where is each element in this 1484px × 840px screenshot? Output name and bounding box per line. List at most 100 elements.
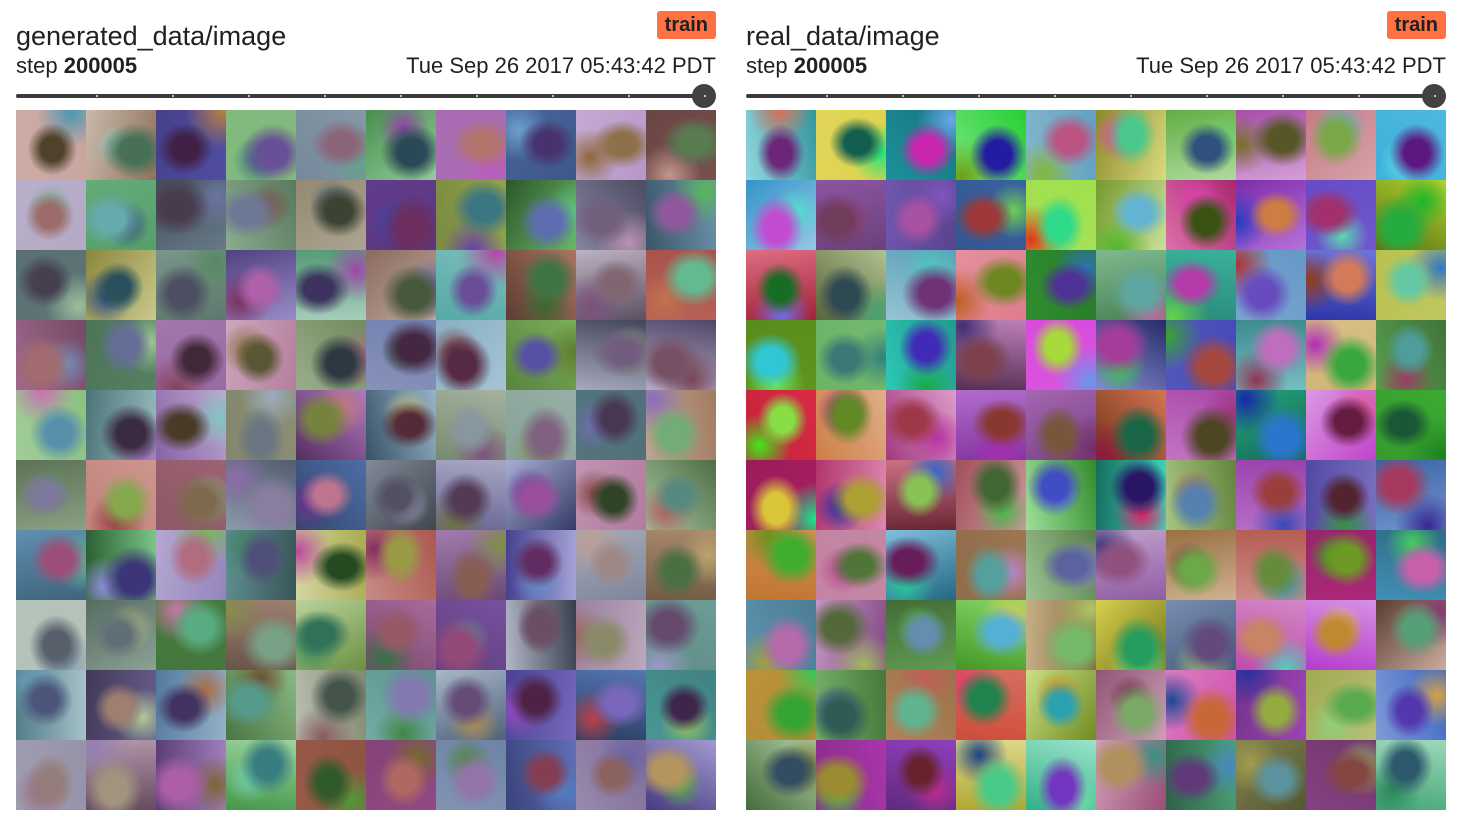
image-tile [1376,250,1446,320]
image-tile [816,740,886,810]
image-tile [506,110,576,180]
image-tile [1166,460,1236,530]
slider-tick [400,95,402,97]
image-tile [156,460,226,530]
image-tile [156,320,226,390]
image-tile [886,110,956,180]
image-tile [816,670,886,740]
image-tile [956,320,1026,390]
image-tile [1236,110,1306,180]
image-tile [746,740,816,810]
image-tile [1376,180,1446,250]
image-tile [646,670,716,740]
image-tile [1236,740,1306,810]
image-tile [1166,250,1236,320]
image-tile [1096,390,1166,460]
image-tile [296,460,366,530]
image-tile [16,670,86,740]
image-tile [646,530,716,600]
image-tile [296,600,366,670]
image-tile [886,460,956,530]
image-tile [156,670,226,740]
image-tile [16,180,86,250]
image-tile [1306,250,1376,320]
image-tile [506,320,576,390]
image-tile [886,740,956,810]
image-tile [1376,740,1446,810]
image-tile [746,600,816,670]
card-header: real_data/image train step 200005 Tue Se… [746,0,1446,84]
image-tile [1026,460,1096,530]
slider-tick [978,95,980,97]
image-tile [226,250,296,320]
image-tile [576,110,646,180]
image-tile [886,320,956,390]
slider-tick [1206,95,1208,97]
image-tile [576,600,646,670]
image-tile [296,530,366,600]
image-tile [1306,180,1376,250]
slider-tick [1282,95,1284,97]
image-tile [436,250,506,320]
image-tile [16,740,86,810]
image-tile [646,460,716,530]
image-tile [1166,110,1236,180]
image-tile [816,460,886,530]
image-tile [296,180,366,250]
image-tile [576,460,646,530]
step-slider[interactable] [746,84,1446,108]
image-tile [436,460,506,530]
image-tile [366,670,436,740]
image-tile [16,110,86,180]
image-tile [366,110,436,180]
image-tile [956,670,1026,740]
image-tile [86,320,156,390]
image-tile [436,670,506,740]
real-image-grid [746,110,1446,810]
image-tile [816,110,886,180]
image-tile [296,390,366,460]
image-tile [86,530,156,600]
image-tile [886,600,956,670]
slider-tick [324,95,326,97]
image-tile [956,600,1026,670]
image-tile [1376,320,1446,390]
image-tile [436,530,506,600]
image-tile [646,600,716,670]
image-tile [746,180,816,250]
image-tile [1376,390,1446,460]
image-tile [156,180,226,250]
image-tile [886,390,956,460]
image-tile [506,460,576,530]
image-tile [436,390,506,460]
image-tile [506,180,576,250]
slider-tick [902,95,904,97]
image-tile [956,390,1026,460]
image-tile [576,740,646,810]
image-tile [1166,180,1236,250]
image-tile [746,250,816,320]
step-value: 200005 [793,53,868,78]
image-tile [86,460,156,530]
image-tile [646,180,716,250]
image-tile [1166,740,1236,810]
image-tile [226,530,296,600]
image-tile [86,740,156,810]
image-tile [1306,320,1376,390]
image-tile [746,670,816,740]
image-tile [746,390,816,460]
image-tile [1306,740,1376,810]
image-tile [16,530,86,600]
image-tile [156,110,226,180]
image-tile [1166,600,1236,670]
image-tile [1096,740,1166,810]
step-slider[interactable] [16,84,716,108]
image-tile [16,250,86,320]
image-tile [1306,670,1376,740]
image-tile [886,180,956,250]
slider-track[interactable] [16,94,704,98]
image-tile [746,530,816,600]
image-tile [1026,530,1096,600]
slider-track[interactable] [746,94,1434,98]
slider-tick [96,95,98,97]
